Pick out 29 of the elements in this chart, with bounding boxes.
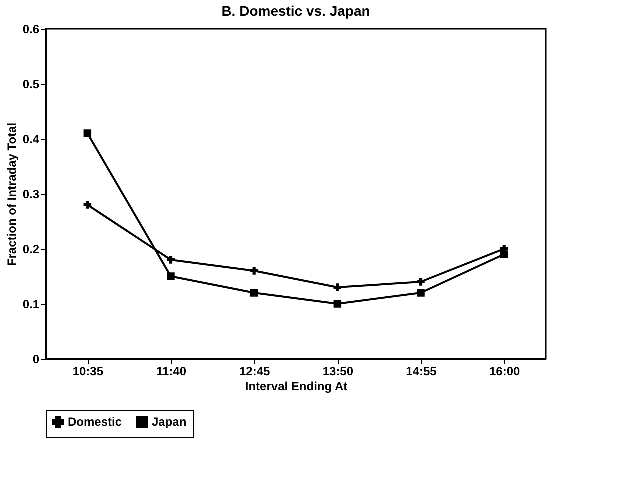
point [334, 300, 342, 308]
point [500, 250, 508, 258]
y-tick-label: 0.1 [22, 298, 40, 312]
x-tick-label: 13:50 [322, 364, 354, 378]
y-tick-label: 0.6 [22, 22, 40, 36]
point [84, 201, 92, 209]
point [250, 267, 258, 275]
x-tick-label: 16:00 [489, 364, 520, 378]
y-tick-label: 0 [32, 352, 40, 366]
point [167, 272, 175, 280]
y-axis-title: Fraction of Intraday Total [4, 122, 19, 266]
legend-label: Domestic [68, 415, 122, 429]
chart-title: B. Domestic vs. Japan [222, 3, 370, 19]
point [250, 289, 258, 297]
point [417, 278, 425, 286]
point [334, 284, 342, 292]
point [84, 130, 92, 138]
point [417, 289, 425, 297]
point [167, 256, 175, 264]
x-tick-label: 11:40 [156, 364, 187, 378]
y-tick-label: 0.2 [22, 242, 40, 256]
x-tick-label: 14:55 [406, 364, 438, 378]
x-tick-label: 10:35 [72, 364, 104, 378]
legend-label: Japan [152, 415, 187, 429]
y-tick-label: 0.5 [22, 78, 40, 92]
x-axis-title: Interval Ending At [245, 380, 348, 394]
y-tick-label: 0.4 [22, 132, 40, 146]
y-tick-label: 0.3 [22, 188, 40, 202]
x-tick-label: 12:45 [239, 364, 270, 378]
